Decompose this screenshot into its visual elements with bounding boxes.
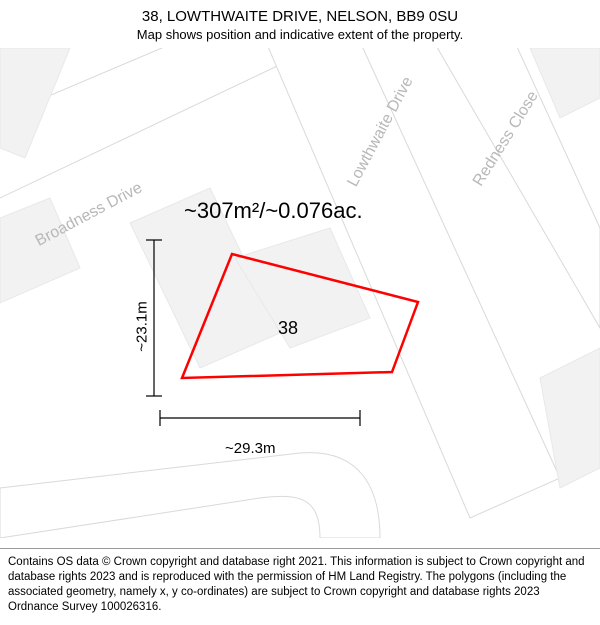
page-title: 38, LOWTHWAITE DRIVE, NELSON, BB9 0SU <box>10 8 590 25</box>
map-canvas: Broadness Drive Lowthwaite Drive Redness… <box>0 48 600 538</box>
area-measurement: ~307m²/~0.076ac. <box>184 198 363 224</box>
copyright-footer: Contains OS data © Crown copyright and d… <box>0 548 600 625</box>
page-subtitle: Map shows position and indicative extent… <box>10 27 590 42</box>
height-dimension: ~23.1m <box>134 301 151 351</box>
plot-number: 38 <box>278 318 298 339</box>
width-dimension: ~29.3m <box>225 440 275 457</box>
header: 38, LOWTHWAITE DRIVE, NELSON, BB9 0SU Ma… <box>0 0 600 46</box>
